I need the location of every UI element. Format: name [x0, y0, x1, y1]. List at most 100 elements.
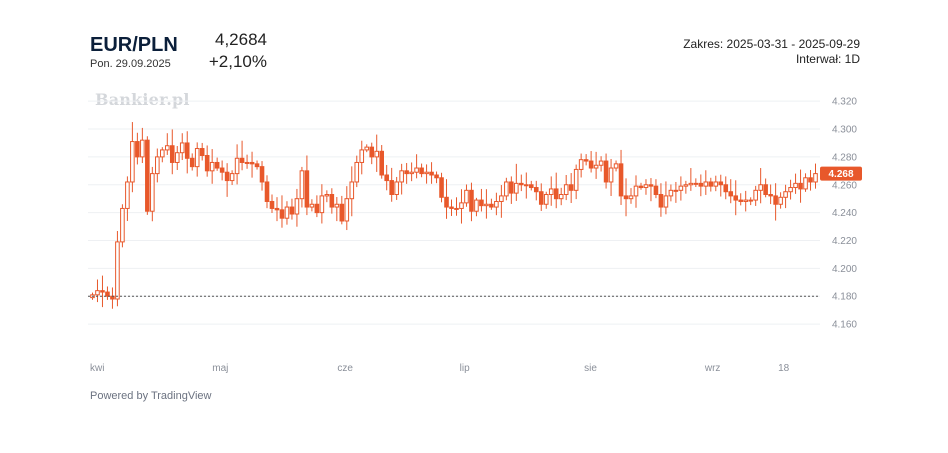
candle: [608, 158, 614, 197]
candle: [309, 199, 315, 212]
candle: [429, 162, 434, 184]
candle-body: [419, 167, 424, 175]
candle-body: [319, 195, 325, 214]
candle: [100, 275, 105, 308]
candle-body: [150, 173, 155, 212]
candle: [324, 190, 330, 203]
candle-body: [688, 182, 694, 186]
candle: [115, 231, 120, 307]
candle: [409, 162, 414, 182]
candle-body: [469, 189, 474, 212]
candle: [224, 163, 230, 197]
candle-body: [608, 167, 614, 183]
candle-body: [583, 159, 589, 162]
candle-body: [279, 209, 285, 219]
candle: [459, 189, 464, 224]
candle-body: [394, 181, 399, 196]
candle-body: [249, 161, 255, 165]
y-tick-label: 4.320: [832, 97, 857, 108]
candle-body: [668, 189, 674, 197]
candle-body: [389, 180, 394, 196]
candle: [234, 144, 240, 185]
candle: [613, 160, 619, 172]
candle-body: [239, 157, 245, 163]
candle: [499, 185, 504, 218]
candle: [145, 136, 150, 215]
candle-body: [299, 170, 305, 200]
candle-body: [519, 182, 524, 186]
candle-body: [284, 206, 290, 219]
candle-body: [788, 187, 793, 193]
candle-body: [384, 174, 389, 182]
candle: [160, 147, 165, 163]
grid-lines: [88, 100, 820, 325]
candle: [768, 184, 773, 205]
candle-body: [504, 181, 509, 197]
candle: [773, 183, 778, 221]
candle-body: [728, 191, 734, 197]
candle-body: [593, 164, 599, 169]
candle-body: [703, 181, 709, 187]
candle: [269, 194, 275, 213]
candle: [110, 287, 115, 309]
candle: [344, 186, 350, 231]
candle-body: [553, 188, 559, 200]
candle-body: [464, 189, 469, 204]
candle: [688, 168, 694, 191]
candle: [289, 198, 295, 220]
candle-body: [244, 161, 250, 164]
x-tick-label: wrz: [704, 363, 721, 374]
candle-body: [713, 181, 719, 187]
candle-body: [533, 187, 539, 193]
candle-body: [758, 184, 763, 191]
candle-body: [778, 196, 783, 205]
candle-body: [120, 207, 125, 243]
candle: [593, 151, 599, 179]
candle: [164, 133, 170, 155]
candle-body: [259, 166, 265, 183]
candle-body: [105, 291, 110, 297]
candle-body: [444, 196, 449, 208]
candle-body: [514, 182, 519, 194]
candle-body: [130, 141, 135, 183]
candle-body: [214, 161, 220, 169]
candle: [419, 163, 424, 178]
candle-body: [314, 203, 320, 214]
candle-body: [219, 167, 225, 173]
candle-body: [339, 203, 345, 222]
candle: [533, 180, 539, 201]
candle-body: [369, 146, 375, 158]
candle: [259, 161, 265, 191]
candle: [663, 181, 669, 215]
candle: [229, 170, 235, 185]
candle-body: [693, 182, 699, 185]
candle: [299, 166, 305, 208]
candle: [449, 199, 454, 216]
candle-body: [733, 195, 739, 201]
candle-body: [169, 145, 175, 163]
candle-body: [623, 195, 629, 200]
powered-by-link[interactable]: Powered by TradingView: [90, 390, 212, 402]
candle: [618, 149, 624, 205]
candle-body: [808, 177, 813, 183]
candle: [708, 177, 714, 192]
candle: [349, 166, 355, 217]
candle: [469, 182, 474, 222]
candle: [598, 156, 604, 172]
candle-body: [309, 203, 315, 208]
candle: [753, 185, 758, 206]
candle: [783, 184, 788, 209]
symbol-title: EUR/PLN: [90, 34, 178, 56]
candle: [813, 163, 818, 189]
candle: [264, 175, 270, 209]
candle: [364, 144, 370, 153]
y-tick-label: 4.220: [832, 236, 857, 247]
candle: [274, 197, 280, 222]
candle-body: [379, 150, 384, 176]
candle-body: [813, 173, 818, 183]
candle: [155, 148, 160, 183]
candle: [668, 184, 674, 202]
candle-body: [364, 146, 370, 151]
candle: [623, 178, 629, 217]
